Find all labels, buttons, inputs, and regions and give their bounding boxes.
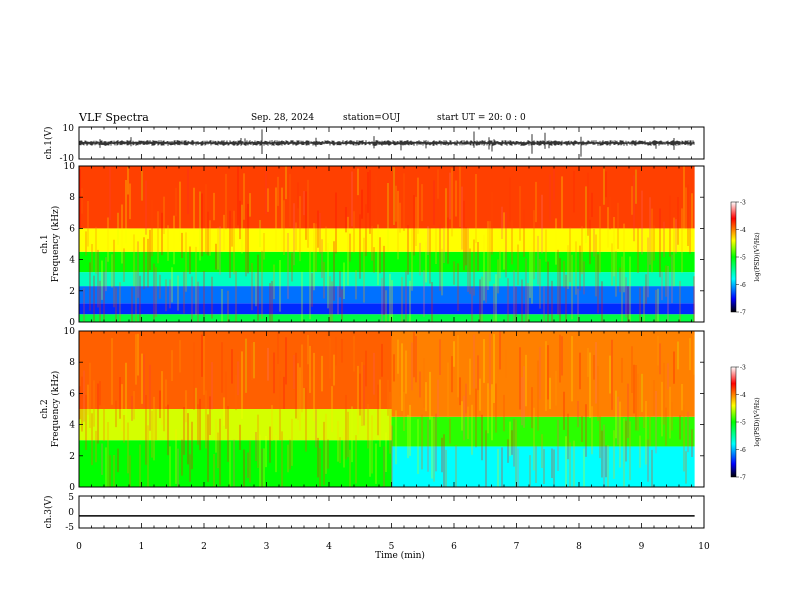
frequency-tick-label: 8 xyxy=(69,358,75,368)
time-axis-label: Time (min) xyxy=(375,550,425,561)
figure-title: VLF Spectra xyxy=(79,111,149,124)
time-tick-label: 6 xyxy=(451,542,457,552)
spectral-band xyxy=(79,331,392,409)
ch1-spectrogram-panel: 0 2 4 6 8 10 ch.1 Frequency (kHz) xyxy=(40,162,705,328)
spectral-band xyxy=(79,440,392,487)
time-tick-label: 9 xyxy=(639,542,645,552)
colorbar-tick-label: -5 xyxy=(740,255,746,262)
ch1-spectrogram-ylabel-channel: ch.1 xyxy=(40,234,50,253)
colorbar-tick-label: -6 xyxy=(740,282,746,289)
frequency-tick-label: 6 xyxy=(69,389,75,399)
ch1-waveform-trace xyxy=(78,129,695,157)
time-tick-label: 4 xyxy=(326,542,332,552)
ch1-ytick-top: 10 xyxy=(63,124,75,134)
frequency-tick-label: 2 xyxy=(69,452,75,462)
ch1-colorbar-label: log(PSD)(V2/Hz) xyxy=(753,232,762,281)
ch1-waveform-ylabel: ch.1(V) xyxy=(43,127,54,160)
spectral-band xyxy=(391,416,695,447)
date-label: Sep. 28, 2024 xyxy=(251,113,315,123)
ch1-waveform-panel: 10 -10 ch.1(V) xyxy=(43,124,705,164)
station-label: station=OUJ xyxy=(343,113,401,123)
ch1-spectrogram-streaks xyxy=(79,166,695,322)
frequency-tick-label: 4 xyxy=(69,421,75,431)
colorbar-tick-label: -4 xyxy=(740,392,746,399)
ch2-spectrogram-ylabel-frequency: Frequency (kHz) xyxy=(50,371,61,448)
spectral-band xyxy=(79,228,695,252)
frequency-tick-label: 8 xyxy=(69,193,75,203)
colorbar-tick-label: -7 xyxy=(740,475,746,482)
ch3-waveform-panel: 5 0 -5 ch.3(V) xyxy=(43,493,705,533)
colorbar-tick-label: -3 xyxy=(740,200,746,207)
spectral-band xyxy=(79,286,695,304)
time-tick-label: 2 xyxy=(201,542,207,552)
time-axis-tick-labels: 0 1 2 3 4 5 6 7 8 9 10 xyxy=(76,542,710,552)
colorbar-tick-label: -4 xyxy=(740,227,746,234)
ch3-ytick-top: 5 xyxy=(68,493,74,503)
time-tick-label: 5 xyxy=(389,542,395,552)
frequency-tick-label: 6 xyxy=(69,224,75,234)
spectral-band xyxy=(79,251,695,273)
time-tick-label: 8 xyxy=(576,542,582,552)
frequency-tick-label: 2 xyxy=(69,287,75,297)
frequency-tick-label: 10 xyxy=(64,162,76,172)
spectral-band xyxy=(391,446,695,487)
ch2-spectrogram-panel: 0 2 4 6 8 10 ch.2 Frequency (kHz) xyxy=(40,327,705,493)
ch1-colorbar: -3 -4 -5 -6 -7 log(PSD)(V2/Hz) xyxy=(730,200,762,317)
colorbar-tick-label: -3 xyxy=(740,365,746,372)
ch2-colorbar-label: log(PSD)(V2/Hz) xyxy=(753,397,762,446)
ch2-spectrogram-ylabel-channel: ch.2 xyxy=(40,399,50,418)
start-time-label: start UT = 20: 0 : 0 xyxy=(437,113,526,123)
ch3-ytick-mid: 0 xyxy=(68,508,74,518)
ch1-ytick-bottom: -10 xyxy=(60,154,75,164)
spectral-band xyxy=(79,272,695,287)
time-tick-label: 1 xyxy=(139,542,145,552)
ch3-ytick-bottom: -5 xyxy=(65,523,74,533)
ch2-colorbar: -3 -4 -5 -6 -7 log(PSD)(V2/Hz) xyxy=(730,365,762,482)
colorbar-tick-label: -7 xyxy=(740,310,746,317)
time-tick-label: 10 xyxy=(698,542,710,552)
spectral-band xyxy=(391,331,695,417)
frequency-tick-label: 4 xyxy=(69,256,75,266)
spectral-band xyxy=(79,314,695,322)
frequency-tick-label: 10 xyxy=(64,327,76,337)
ch2-spectrogram-streaks xyxy=(79,331,695,487)
time-tick-label: 3 xyxy=(264,542,270,552)
time-tick-label: 7 xyxy=(514,542,520,552)
spectral-band xyxy=(79,409,392,441)
time-tick-label: 0 xyxy=(76,542,82,552)
colorbar-tick-label: -5 xyxy=(740,420,746,427)
spectral-band xyxy=(79,303,695,315)
colorbar-tick-label: -6 xyxy=(740,447,746,454)
frequency-tick-label: 0 xyxy=(69,483,75,493)
ch3-waveform-ylabel: ch.3(V) xyxy=(43,496,54,529)
frequency-tick-label: 0 xyxy=(69,318,75,328)
spectral-band xyxy=(79,166,695,229)
time-axis-ticks xyxy=(78,127,705,528)
ch1-spectrogram-ylabel-frequency: Frequency (kHz) xyxy=(50,206,61,283)
